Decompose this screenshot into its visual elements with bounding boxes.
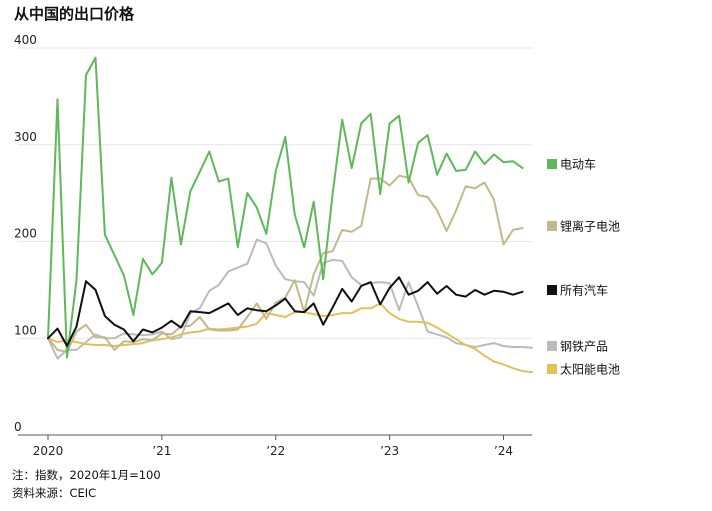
legend-label-0: 电动车 (560, 157, 596, 172)
x-tick-label: ’24 (494, 444, 513, 458)
legend-label-2: 所有汽车 (560, 283, 608, 298)
legend-label-4: 太阳能电池 (560, 362, 620, 377)
y-tick-label: 200 (14, 227, 37, 241)
series-line-0 (47, 56, 524, 359)
x-axis: 2020 ’21 ’22 ’23 ’24 (18, 434, 532, 458)
y-tick-label: 100 (14, 323, 37, 337)
legend-swatch-1 (547, 221, 557, 231)
legend-label-3: 钢铁产品 (560, 340, 608, 354)
series-line-4 (47, 302, 533, 374)
x-tick-label: 2020 (33, 444, 64, 458)
x-tick-label: ’21 (152, 444, 171, 458)
chart-title: 从中国的出口价格 (14, 5, 135, 23)
series-lines (47, 56, 533, 374)
legend-swatch-2 (547, 285, 557, 295)
series-line-2 (47, 276, 524, 347)
y-tick-label: 0 (14, 420, 22, 434)
y-axis-ticks: 0 100 200 300 400 (14, 33, 37, 434)
legend-swatch-0 (547, 159, 557, 169)
footnote-source: 资料来源：CEIC (12, 486, 97, 500)
legend-swatch-4 (547, 364, 557, 374)
series-line-1 (47, 174, 524, 353)
legend-swatch-3 (547, 341, 557, 351)
y-tick-label: 300 (14, 130, 37, 144)
x-tick-label: ’22 (266, 444, 285, 458)
legend-label-1: 锂离子电池 (560, 219, 620, 234)
x-tick-label: ’23 (380, 444, 399, 458)
footnote-note: 注：指数，2020年1月=100 (12, 468, 161, 482)
y-tick-label: 400 (14, 33, 37, 47)
